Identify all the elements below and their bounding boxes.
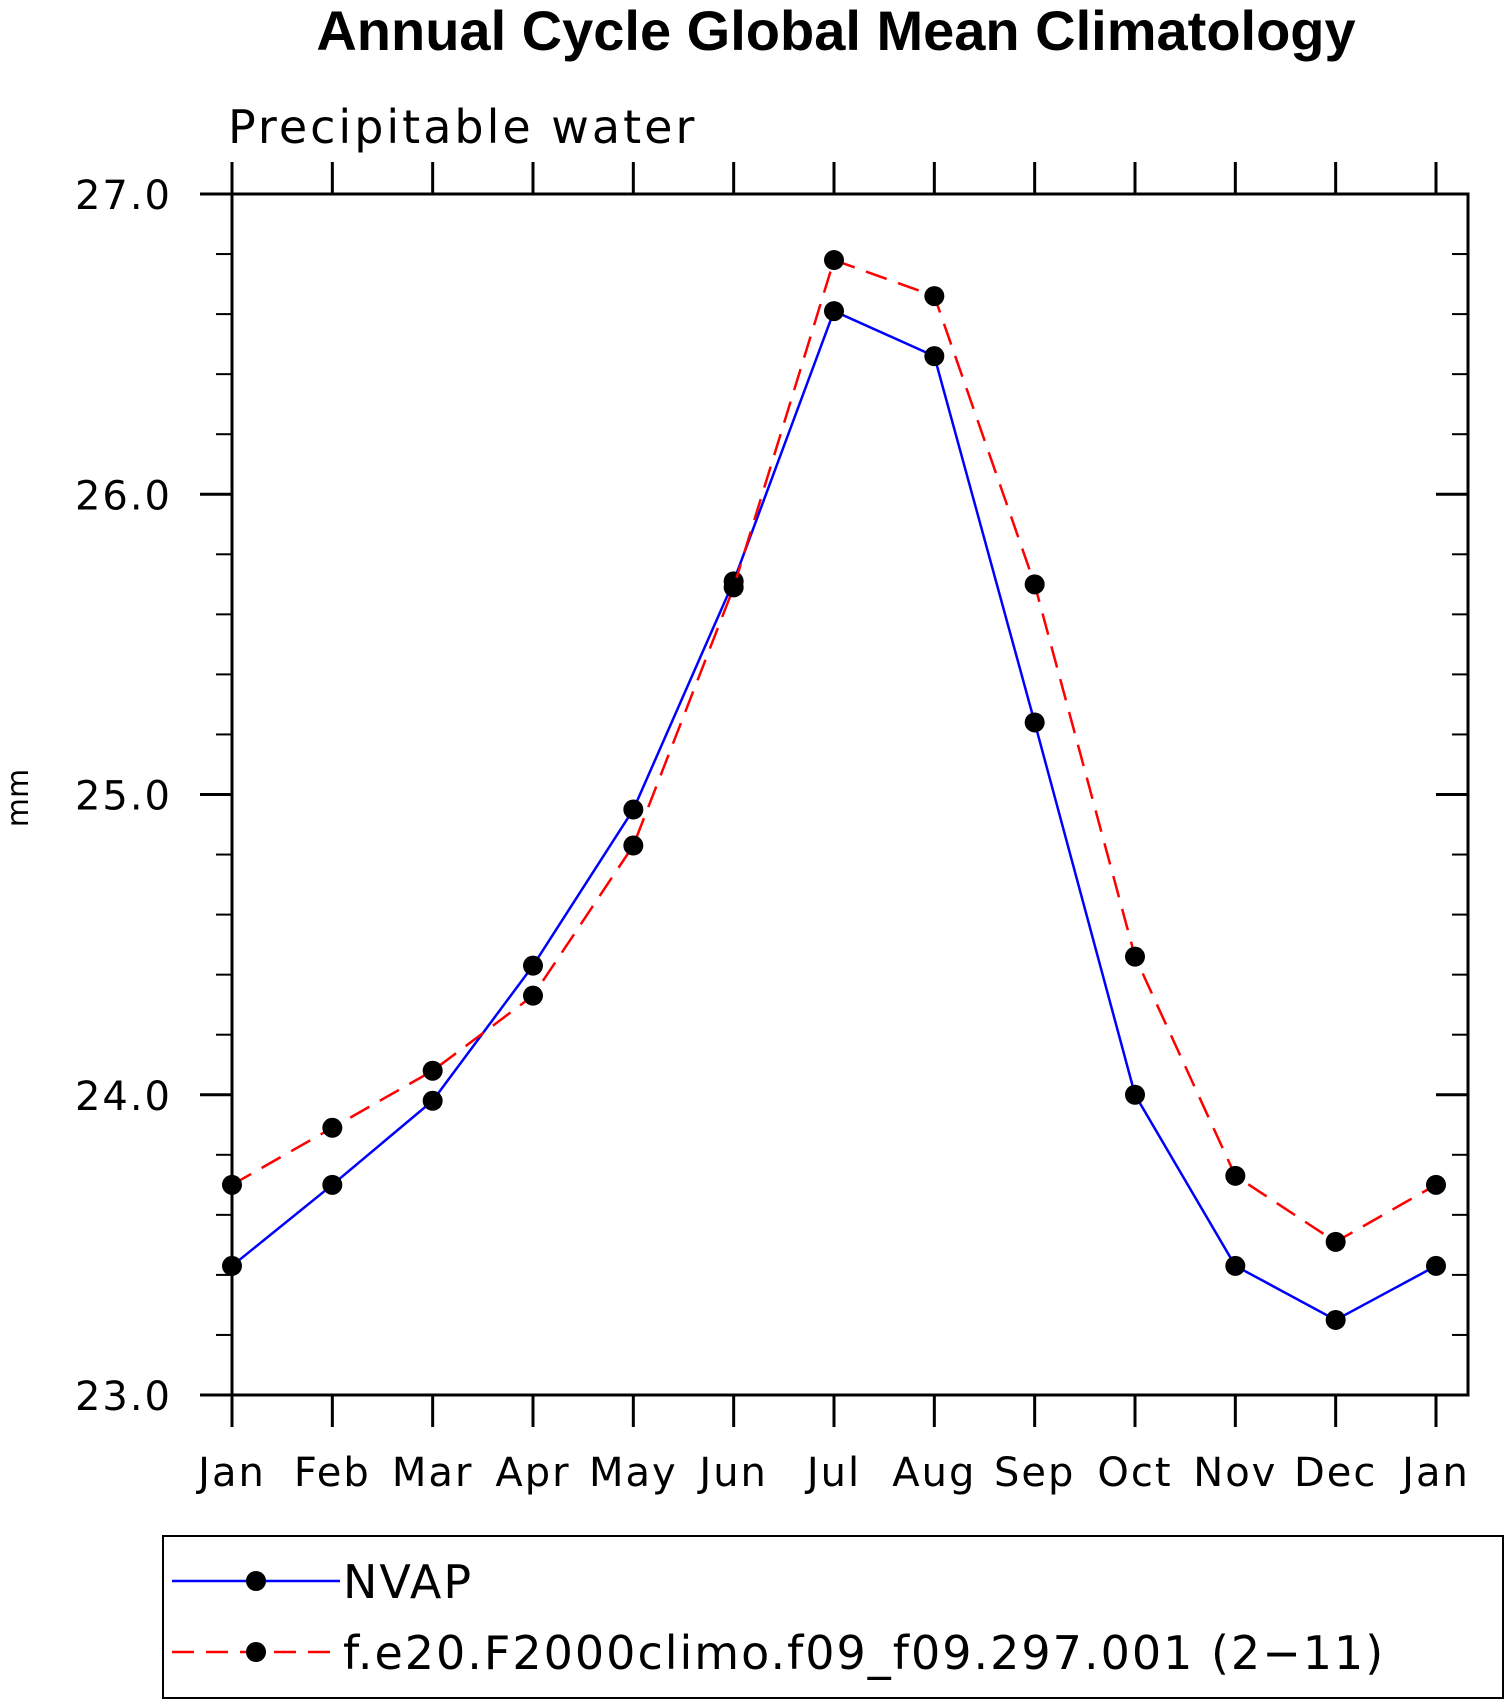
plot-frame <box>230 192 1470 1397</box>
series-1 <box>222 250 1446 1252</box>
legend-marker <box>246 1642 266 1662</box>
x-tick-label: Mar <box>392 1450 473 1496</box>
chart-subtitle: Precipitable water <box>228 100 697 154</box>
data-point <box>924 286 945 307</box>
y-tick-label: 25.0 <box>75 774 172 820</box>
data-point <box>1225 1165 1246 1186</box>
chart-title: Annual Cycle Global Mean Climatology <box>316 0 1355 62</box>
series-line <box>231 309 1437 1322</box>
data-point <box>924 346 945 367</box>
x-tick-label: Jun <box>696 1450 768 1496</box>
x-tick-label: Dec <box>1294 1450 1377 1496</box>
data-point <box>523 985 543 1006</box>
legend-marker <box>246 1571 266 1591</box>
data-point <box>623 799 644 820</box>
x-tick-label: Oct <box>1097 1450 1172 1496</box>
y-axis-label: mm <box>1 769 36 827</box>
data-point <box>1125 1084 1145 1105</box>
y-tick-label: 27.0 <box>75 173 172 219</box>
y-tick-label: 26.0 <box>75 473 172 519</box>
x-tick-label: Nov <box>1193 1450 1277 1496</box>
data-point <box>1225 1255 1246 1276</box>
data-point <box>1125 946 1145 967</box>
data-point <box>1325 1231 1346 1252</box>
legend-label: f.e20.F2000climo.f09_f09.297.001 (2−11) <box>343 1626 1385 1680</box>
data-point <box>824 250 844 271</box>
x-tick-label: Feb <box>294 1450 371 1496</box>
x-tick-label: Sep <box>994 1450 1075 1496</box>
legend-box <box>162 1535 1504 1699</box>
series-0 <box>222 301 1446 1330</box>
x-tick-label: May <box>589 1450 678 1496</box>
axis-ticks: Jan Feb Mar Apr May Jun Jul Aug Sep Oct Nov Dec Jan 2… <box>75 162 1470 1496</box>
series-layer <box>222 250 1446 1330</box>
data-point <box>222 1255 242 1276</box>
data-point <box>222 1174 242 1195</box>
series-line <box>231 258 1437 1244</box>
data-point <box>1426 1174 1446 1195</box>
x-tick-label: Apr <box>495 1450 570 1496</box>
legend: NVAP f.e20.F2000climo.f09_f09.297.001 (2−… <box>172 1555 1385 1680</box>
data-point <box>1325 1309 1346 1330</box>
data-point <box>1024 574 1045 595</box>
legend-label: NVAP <box>343 1555 473 1609</box>
data-point <box>322 1174 343 1195</box>
data-point <box>422 1060 443 1081</box>
data-point <box>523 955 543 976</box>
data-point <box>723 577 744 598</box>
data-point <box>623 835 644 856</box>
data-point <box>322 1117 343 1138</box>
legend-item: f.e20.F2000climo.f09_f09.297.001 (2−11) <box>172 1626 1385 1680</box>
data-point <box>1426 1255 1446 1276</box>
legend-item: NVAP <box>172 1555 473 1609</box>
y-tick-label: 24.0 <box>75 1074 172 1120</box>
y-tick-label: 23.0 <box>75 1374 172 1420</box>
x-tick-label: Jul <box>804 1450 861 1496</box>
x-tick-label: Jan <box>1399 1450 1470 1496</box>
x-tick-label: Jan <box>195 1450 266 1496</box>
data-point <box>824 301 844 322</box>
data-point <box>422 1090 443 1111</box>
data-point <box>1024 712 1045 733</box>
x-tick-label: Aug <box>892 1450 976 1496</box>
